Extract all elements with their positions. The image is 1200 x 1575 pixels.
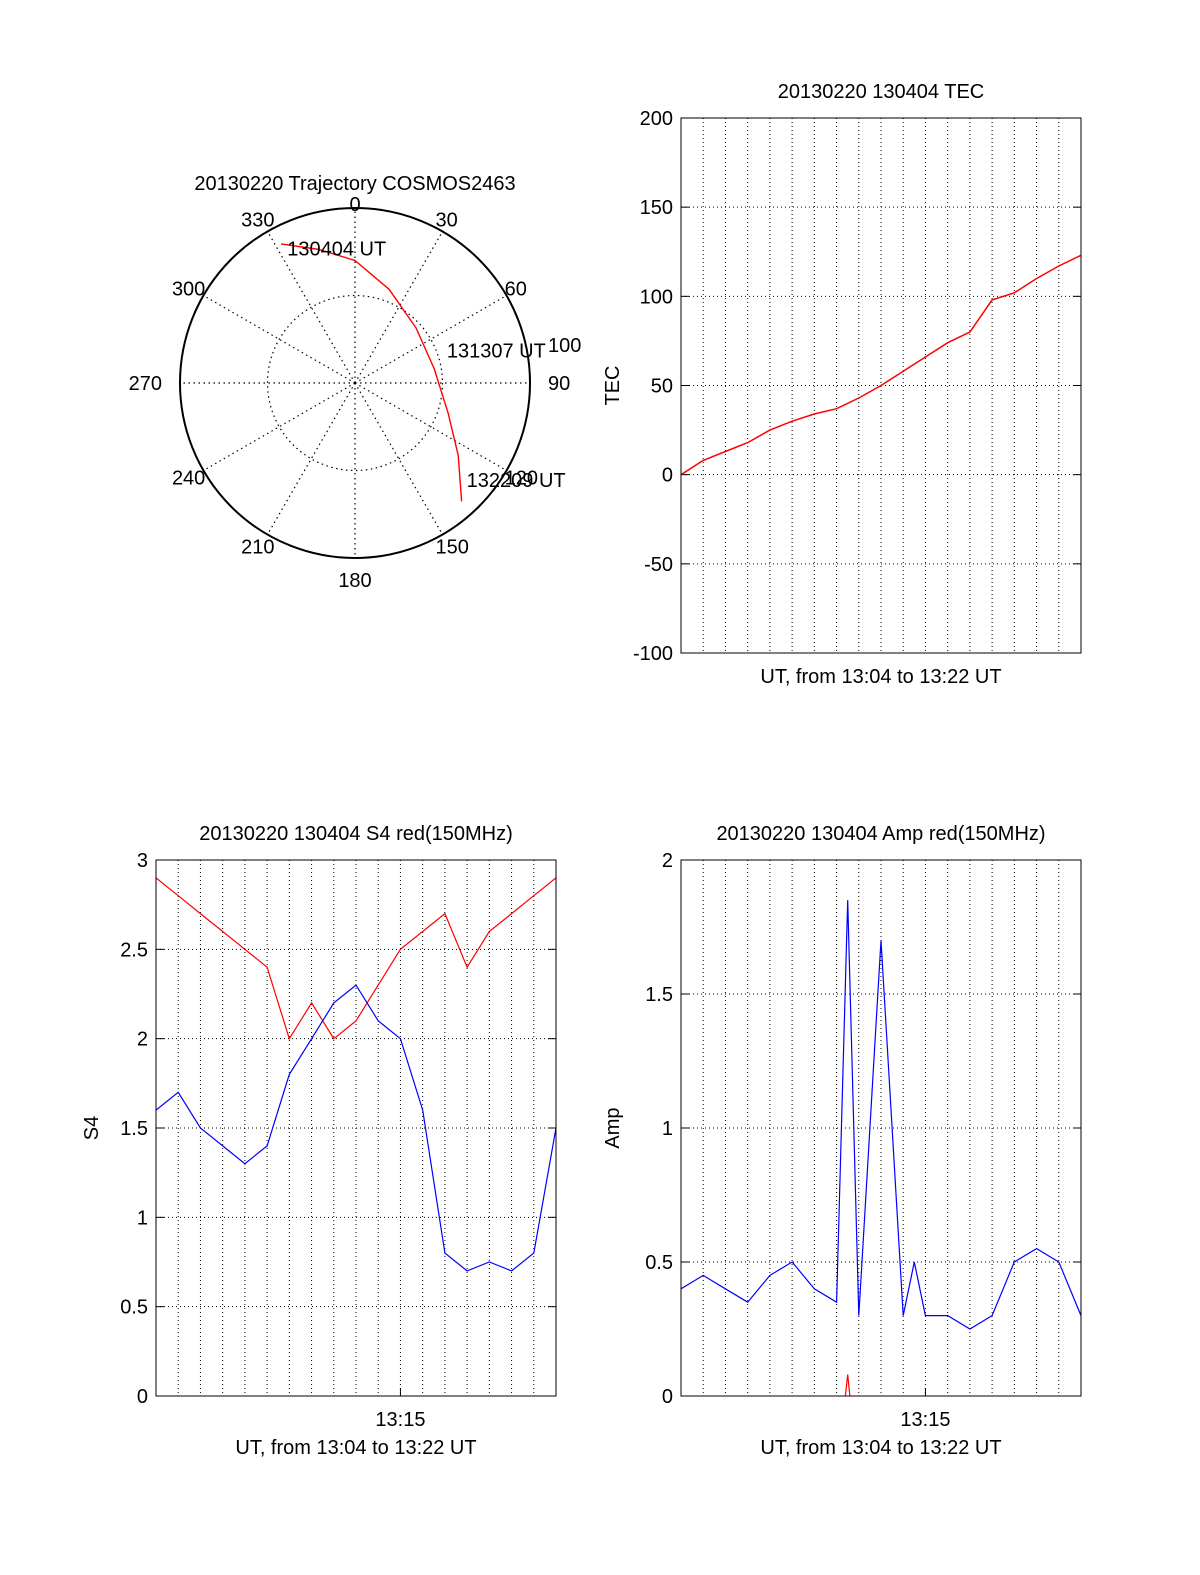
trajectory-time-label: 132209 UT — [467, 470, 566, 492]
polar-spoke — [266, 382, 356, 535]
polar-angle-label: 120 — [505, 468, 538, 490]
x-axis-label: UT, from 13:04 to 13:22 UT — [235, 1437, 476, 1459]
y-tick-label: 1 — [662, 1118, 673, 1140]
series-line-0 — [156, 877, 556, 1041]
polar-angle-label: 270 — [129, 373, 162, 395]
y-tick-label: 0 — [662, 1386, 673, 1408]
series-line-1 — [844, 1374, 851, 1396]
y-tick-label: -50 — [644, 554, 673, 576]
plot-frame — [155, 859, 557, 1397]
polar-spoke — [203, 382, 356, 472]
amp-panel: 20130220 130404 Amp red(150MHz) 0 0.5 1 1.5 2… — [602, 823, 1082, 1459]
x-tick-label: 13:15 — [375, 1409, 425, 1431]
y-axis-label: Amp — [602, 1107, 624, 1148]
polar-angle-label: 210 — [241, 537, 274, 559]
plot-frame — [680, 117, 1082, 654]
trajectory-line-0 — [280, 243, 463, 502]
y-tick-label: 3 — [137, 850, 148, 872]
y-tick-label: 1 — [137, 1207, 148, 1229]
y-tick-label: 2 — [662, 850, 673, 872]
polar-spoke — [354, 382, 444, 535]
polar-spoke — [203, 294, 356, 384]
y-tick-label: 1.5 — [120, 1118, 148, 1140]
trajectory-time-label: 131307 UT — [447, 341, 546, 363]
polar-spoke — [354, 294, 507, 384]
polar-angle-label: 30 — [436, 209, 458, 231]
y-tick-label: 100 — [640, 286, 673, 308]
polar-angle-label: 330 — [241, 209, 274, 231]
polar-angle-label: 180 — [338, 570, 371, 592]
series-line-0 — [681, 900, 1081, 1330]
polar-angle-label: 90 — [548, 373, 570, 395]
chart-title: 20130220 Trajectory COSMOS2463 — [194, 173, 515, 195]
polar-radius-label: 100 — [548, 335, 581, 357]
y-tick-label: 50 — [651, 376, 673, 398]
y-tick-label: 0.5 — [645, 1252, 673, 1274]
polar-spoke — [354, 231, 444, 384]
polar-angle-label: 60 — [505, 279, 527, 301]
y-axis-label: TEC — [602, 366, 624, 406]
polar-angle-label: 300 — [172, 279, 205, 301]
y-tick-label: 0 — [662, 465, 673, 487]
y-tick-label: 150 — [640, 197, 673, 219]
y-axis-label: S4 — [81, 1116, 103, 1140]
x-axis-label: UT, from 13:04 to 13:22 UT — [760, 1437, 1001, 1459]
polar-inner-circle — [266, 294, 444, 472]
trajectory-time-label: 130404 UT — [287, 239, 386, 261]
y-tick-label: 2.5 — [120, 939, 148, 961]
y-tick-label: 200 — [640, 108, 673, 130]
chart-title: 20130220 130404 TEC — [778, 81, 984, 103]
plot-frame — [680, 859, 1082, 1397]
polar-outer-circle — [179, 207, 531, 559]
tec-panel: 20130220 130404 TEC -100 -50 0 50 100 150 200 UT… — [602, 81, 1082, 688]
y-tick-label: 2 — [137, 1029, 148, 1051]
polar-angle-label: 150 — [436, 537, 469, 559]
y-tick-label: 0.5 — [120, 1297, 148, 1319]
x-tick-label: 13:15 — [900, 1409, 950, 1431]
series-line-1 — [156, 984, 556, 1272]
chart-title: 20130220 130404 Amp red(150MHz) — [716, 823, 1045, 845]
y-tick-label: 1.5 — [645, 984, 673, 1006]
s4-panel: 20130220 130404 S4 red(150MHz) 0 0.5 1 1.5 2 2… — [81, 823, 557, 1459]
series-line-0 — [681, 254, 1081, 476]
y-tick-label: -100 — [633, 643, 673, 665]
polar-angle-label: 240 — [172, 468, 205, 490]
polar-spoke — [354, 382, 507, 472]
chart-title: 20130220 130404 S4 red(150MHz) — [199, 823, 513, 845]
polar-angle-label: 0 — [349, 194, 360, 216]
polar-spoke — [266, 231, 356, 384]
x-axis-label: UT, from 13:04 to 13:22 UT — [760, 666, 1001, 688]
y-tick-label: 0 — [137, 1386, 148, 1408]
